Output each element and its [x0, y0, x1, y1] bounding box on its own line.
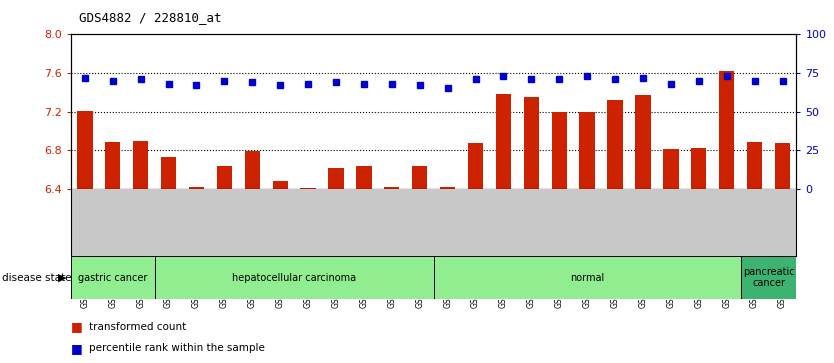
Bar	[495, 94, 511, 189]
Text: gastric cancer: gastric cancer	[78, 273, 148, 283]
Bar	[691, 148, 706, 189]
Bar	[741, 256, 796, 299]
Text: ▶: ▶	[58, 273, 67, 283]
Bar	[719, 71, 735, 189]
Bar	[607, 100, 623, 189]
Bar	[273, 181, 288, 189]
Bar	[551, 112, 567, 189]
Bar	[468, 143, 483, 189]
Text: ■: ■	[71, 342, 87, 355]
Text: normal: normal	[570, 273, 605, 283]
Bar	[154, 256, 434, 299]
Text: GDS4882 / 228810_at: GDS4882 / 228810_at	[79, 11, 222, 24]
Bar	[636, 95, 651, 189]
Bar	[524, 97, 539, 189]
Text: hepatocellular carcinoma: hepatocellular carcinoma	[232, 273, 356, 283]
Bar	[356, 166, 372, 189]
Text: disease state: disease state	[2, 273, 71, 283]
Text: percentile rank within the sample: percentile rank within the sample	[89, 343, 265, 354]
Bar	[412, 166, 427, 189]
Text: ■: ■	[71, 320, 87, 333]
Text: pancreatic
cancer: pancreatic cancer	[743, 267, 794, 289]
Bar	[217, 166, 232, 189]
Bar	[434, 256, 741, 299]
Bar	[161, 157, 176, 189]
Bar	[78, 111, 93, 189]
Bar	[440, 187, 455, 189]
Bar	[133, 140, 148, 189]
Bar	[663, 149, 679, 189]
Bar	[105, 143, 120, 189]
Bar	[300, 188, 316, 189]
Bar	[244, 151, 260, 189]
Bar	[384, 187, 399, 189]
Bar	[580, 112, 595, 189]
Bar	[71, 256, 154, 299]
Text: transformed count: transformed count	[89, 322, 187, 332]
Bar	[188, 187, 204, 189]
Bar	[747, 143, 762, 189]
Bar	[329, 168, 344, 189]
Bar	[775, 143, 790, 189]
